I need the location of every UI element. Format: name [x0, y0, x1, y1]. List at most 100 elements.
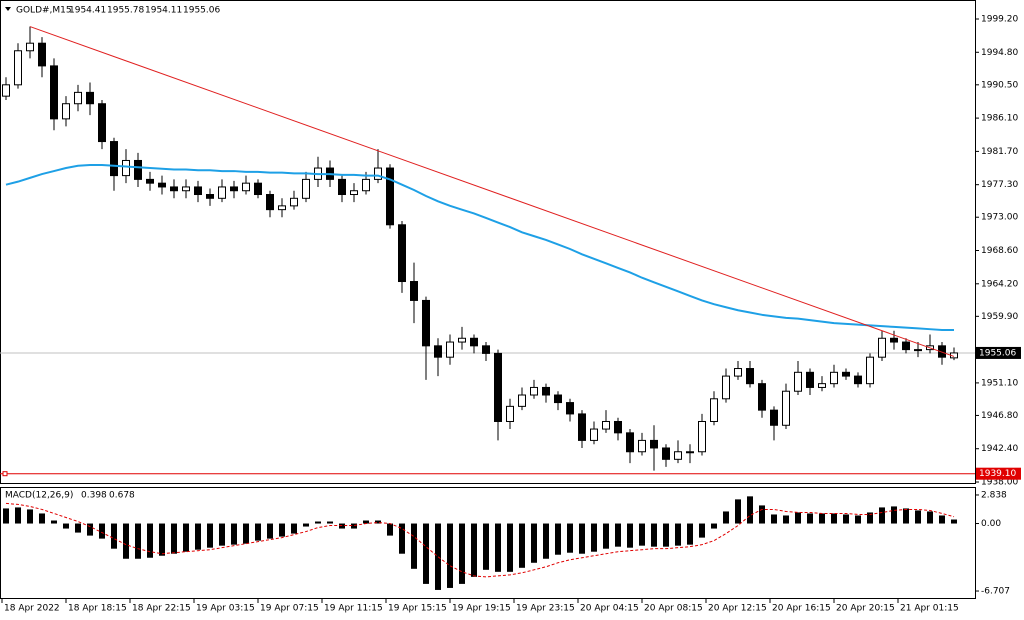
candle-body — [482, 345, 490, 354]
macd-value: 0.398 — [81, 491, 107, 501]
candle-body — [398, 224, 406, 283]
candle-body — [794, 371, 802, 392]
x-tick-label: 19 Apr 19:15 — [452, 604, 511, 614]
candle-body — [386, 167, 394, 226]
candle-body — [722, 375, 730, 400]
x-tick-label: 19 Apr 11:15 — [324, 604, 383, 614]
macd-bar — [483, 523, 489, 570]
candle-body — [938, 345, 946, 358]
candle-body — [374, 167, 382, 180]
macd-bar — [207, 523, 213, 548]
candle-body — [542, 386, 550, 396]
candle-body — [134, 159, 142, 180]
macd-bar — [783, 515, 789, 524]
x-tick-label: 20 Apr 04:15 — [580, 604, 639, 614]
x-tick-label: 19 Apr 15:15 — [388, 604, 447, 614]
macd-tick-label: -6.707 — [981, 587, 1010, 597]
y-tick-label: 1942.40 — [981, 444, 1018, 454]
candle-body — [410, 281, 418, 301]
macd-bar — [519, 523, 525, 568]
close-value: 1955.06 — [183, 6, 220, 16]
candle-body — [194, 186, 202, 196]
macd-bar — [231, 523, 237, 545]
macd-name: MACD(12,26,9) — [5, 491, 73, 501]
macd-bar — [15, 507, 21, 524]
macd-bar — [51, 520, 57, 524]
x-tick-label: 19 Apr 07:15 — [260, 604, 319, 614]
macd-bar — [915, 510, 921, 524]
candle-body — [782, 390, 790, 426]
candle-body — [230, 186, 238, 192]
macd-bar — [723, 511, 729, 524]
x-tick-label: 20 Apr 20:15 — [836, 604, 895, 614]
macd-bar — [351, 523, 357, 529]
candle-body — [62, 103, 70, 120]
y-tick-label: 1964.20 — [981, 279, 1018, 289]
candle-body — [890, 337, 898, 343]
x-tick-label: 18 Apr 22:15 — [132, 604, 191, 614]
macd-bar — [747, 496, 753, 524]
candle-body — [506, 405, 514, 422]
candle-body — [86, 91, 94, 105]
candle-body — [122, 159, 130, 177]
macd-bar — [711, 523, 717, 529]
macd-bar — [675, 523, 681, 546]
candle-body — [878, 337, 886, 358]
moving-average — [5, 164, 954, 331]
candle-body — [26, 42, 34, 52]
candle-body — [818, 383, 826, 388]
y-tick-label: 1968.60 — [981, 246, 1018, 256]
header: GOLD#,M15 1954.41 1955.78 1954.11 1955.0… — [16, 6, 220, 16]
x-tick-label: 18 Apr 2022 — [4, 604, 60, 614]
candle-body — [842, 371, 850, 377]
candle-body — [854, 375, 862, 385]
y-tick-label: 1994.80 — [981, 48, 1018, 58]
candle-body — [530, 386, 538, 396]
y-tick-label: 1946.80 — [981, 411, 1018, 421]
macd-tick-label: 0.00 — [981, 519, 1001, 529]
macd-bar — [735, 499, 741, 524]
x-tick-label: 18 Apr 18:15 — [68, 604, 127, 614]
macd-bar — [255, 523, 261, 541]
candle-body — [278, 205, 286, 211]
candle-body — [662, 447, 670, 460]
macd-bar — [867, 512, 873, 524]
candle-body — [698, 420, 706, 453]
macd-bar — [399, 523, 405, 554]
signal-value: 0.678 — [109, 491, 135, 501]
candle-body — [614, 420, 622, 434]
macd-bar — [699, 523, 705, 538]
candle-body — [206, 194, 214, 199]
macd-bar — [219, 523, 225, 546]
candle-body — [518, 394, 526, 407]
level-label: 1939.10 — [979, 469, 1016, 479]
macd-bar — [471, 523, 477, 577]
macd-bar — [87, 523, 93, 536]
macd-bar — [447, 523, 453, 588]
macd-tick-label: 2.838 — [981, 490, 1007, 500]
macd-bar — [615, 523, 621, 547]
macd-bar — [171, 523, 177, 554]
candle-body — [554, 394, 562, 404]
candle-body — [98, 103, 106, 143]
candle-body — [38, 42, 46, 67]
x-tick-label: 21 Apr 01:15 — [900, 604, 959, 614]
x-tick-label: 19 Apr 03:15 — [196, 604, 255, 614]
macd-bar — [279, 523, 285, 537]
symbol: GOLD#,M15 — [16, 6, 72, 16]
level-marker — [2, 471, 8, 477]
macd-bar — [687, 523, 693, 545]
macd-bar — [903, 508, 909, 524]
candle-body — [494, 352, 502, 422]
macd-bar — [135, 523, 141, 559]
macd-bar — [291, 523, 297, 534]
price-label: 1955.06 — [979, 348, 1016, 358]
macd-bar — [123, 523, 129, 559]
macd-bar — [111, 523, 117, 549]
candle-body — [158, 182, 166, 188]
candle-body — [74, 91, 82, 105]
y-tick-label: 1981.70 — [981, 147, 1018, 157]
macd-bar — [507, 523, 513, 572]
candle-body — [458, 337, 466, 343]
